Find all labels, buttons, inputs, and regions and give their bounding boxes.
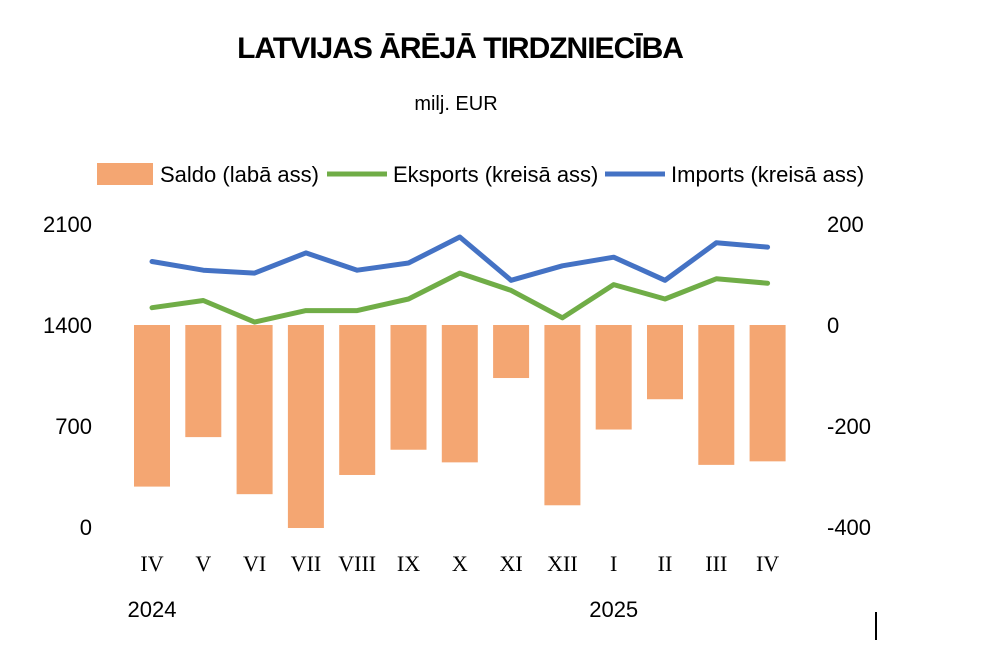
saldo-bar [595, 325, 632, 430]
saldo-bar [441, 325, 478, 463]
saldo-bar [287, 325, 324, 529]
category-label: VII [291, 551, 322, 576]
saldo-bar [698, 325, 735, 465]
year-labels: 2024 2025 [128, 597, 639, 622]
year-label: 2024 [128, 597, 177, 622]
line-series [149, 234, 771, 325]
legend-label-imports: Imports (kreisā ass) [671, 162, 864, 187]
left-tick-label: 0 [80, 515, 92, 540]
year-label: 2025 [589, 597, 638, 622]
category-label: XII [547, 551, 578, 576]
saldo-bar [647, 325, 683, 400]
left-axis: 0 700 1400 2100 [43, 212, 92, 540]
saldo-bars [134, 325, 786, 529]
saldo-bar [339, 325, 376, 475]
right-tick-label: 200 [827, 212, 864, 237]
legend-label-saldo: Saldo (labā ass) [160, 162, 319, 187]
legend: Saldo (labā ass) Eksports (kreisā ass) I… [97, 162, 864, 187]
saldo-bar [134, 325, 170, 487]
eksports-line [149, 270, 771, 325]
chart-subtitle: milj. EUR [414, 93, 497, 115]
legend-label-eksports: Eksports (kreisā ass) [393, 162, 598, 187]
category-label: III [705, 551, 727, 576]
category-label: VI [243, 551, 266, 576]
saldo-bar [493, 325, 530, 379]
category-axis: IV V VI VII VIII IX X XI XII I II III IV [140, 551, 779, 576]
saldo-bar [185, 325, 222, 438]
category-label: X [452, 551, 468, 576]
left-tick-label: 1400 [43, 313, 92, 338]
right-tick-label: -400 [827, 515, 871, 540]
category-label: II [658, 551, 673, 576]
category-label: I [610, 551, 617, 576]
left-tick-label: 700 [55, 414, 92, 439]
chart-title: LATVIJAS ĀRĒJĀ TIRDZNIECĪBA [237, 32, 683, 65]
legend-swatch-saldo [97, 163, 153, 185]
saldo-bar [749, 325, 786, 462]
saldo-bar [544, 325, 581, 506]
right-tick-label: -200 [827, 414, 871, 439]
saldo-bar [236, 325, 273, 495]
left-tick-label: 2100 [43, 212, 92, 237]
category-label: IV [756, 551, 779, 576]
category-label: IX [397, 551, 420, 576]
category-label: V [195, 551, 211, 576]
category-label: XI [499, 551, 522, 576]
right-tick-label: 0 [827, 313, 839, 338]
imports-line [149, 234, 771, 283]
saldo-bar [390, 325, 427, 450]
right-axis: -400 -200 0 200 [827, 212, 871, 540]
category-label: VIII [338, 551, 376, 576]
category-label: IV [140, 551, 163, 576]
